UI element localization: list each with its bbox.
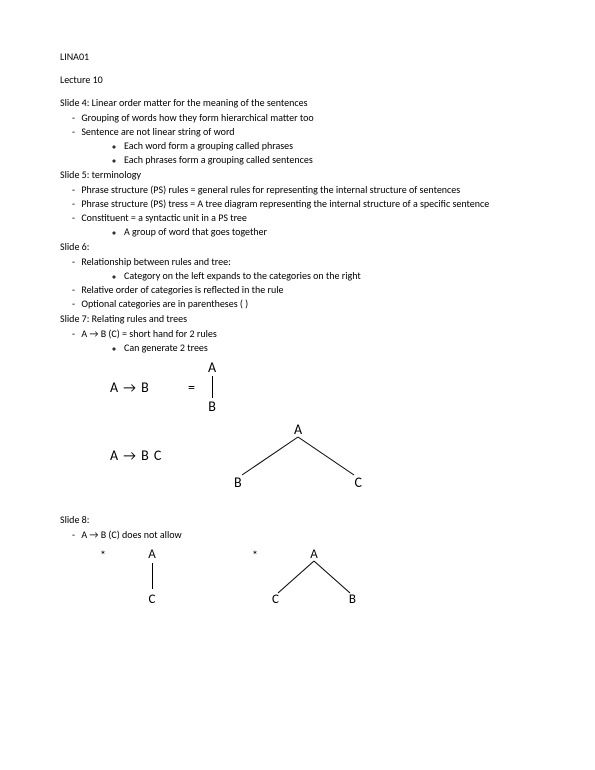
list-item: Phrase structure (PS) rules = general ru… [84,183,535,196]
tree-node-a: A [148,547,156,562]
tree-node-b: B [349,592,356,607]
slide5-sub: A group of word that goes together [84,225,535,238]
list-item: Each phrases form a grouping called sent… [124,153,535,166]
slide4-bullets: Grouping of words how they form hierarch… [60,111,535,166]
lecture-number: Lecture 10 [60,73,535,86]
equals: = [188,379,208,396]
tree-node-b: B [208,398,216,415]
tree-ab: A B [208,360,216,415]
tree-node-c: C [149,592,156,607]
course-code: LINA01 [60,50,535,63]
slide7-diagram: A → B = A B A → B C A B C [60,360,535,491]
list-item: Can generate 2 trees [124,341,535,354]
tree-node-c: C [272,592,279,607]
slide6-bullets: Relationship between rules and tree: Cat… [60,255,535,310]
list-item: A group of word that goes together [124,225,535,238]
list-item-text: Constituent = a syntactic unit in a PS t… [81,211,247,224]
list-item: Phrase structure (PS) tress = A tree dia… [84,197,535,210]
slide6-title: Slide 6: [60,240,535,253]
slide6-sub: Category on the left expands to the cate… [84,269,535,282]
tree-node-b: B [234,474,242,491]
list-item: Relationship between rules and tree: Cat… [84,255,535,282]
star-icon: * [252,549,258,563]
list-item-text: Sentence are not linear string of word [81,125,234,138]
rule2-row: A → B C A B C [110,421,535,491]
tree-acb: A C B [264,547,364,607]
tree-node-c: C [355,474,362,491]
bad-tree-2: * A C B [252,547,364,607]
tree-edges [228,421,368,491]
list-item-text: A → B (C) = short hand for 2 rules [81,327,216,340]
list-item: Grouping of words how they form hierarch… [84,111,535,124]
slide8-bullets: A → B (C) does not allow [60,528,535,541]
list-item: Category on the left expands to the cate… [124,269,535,282]
rule2-text: A → B C [110,447,188,464]
star-icon: * [100,549,106,563]
page: LINA01 Lecture 10 Slide 4: Linear order … [0,0,595,627]
slide7-title: Slide 7: Relating rules and trees [60,312,535,325]
slide7-bullets: A → B (C) = short hand for 2 rules Can g… [60,327,535,354]
bad-tree-1: * A C [100,547,192,607]
slide5-bullets: Phrase structure (PS) rules = general ru… [60,183,535,238]
list-item: Relative order of categories is reflecte… [84,283,535,296]
slide8-title: Slide 8: [60,513,535,526]
slide4-sub: Each word form a grouping called phrases… [84,139,535,166]
tree-edge [152,563,153,589]
list-item: Optional categories are in parentheses (… [84,297,535,310]
tree-ac: A C [112,547,192,607]
tree-node-a: A [208,359,216,376]
slide5-title: Slide 5: terminology [60,168,535,181]
rule1-row: A → B = A B [110,360,535,415]
tree-edge [212,376,213,398]
list-item-text: Relationship between rules and tree: [81,255,230,268]
list-item: Each word form a grouping called phrases [124,139,535,152]
rule1-text: A → B [110,379,188,396]
slide8-diagram: * A C * A C B [60,547,535,607]
list-item: A → B (C) does not allow [84,528,535,541]
tree-abc: A B C [228,421,368,491]
list-item: A → B (C) = short hand for 2 rules Can g… [84,327,535,354]
list-item: Constituent = a syntactic unit in a PS t… [84,211,535,238]
slide7-sub: Can generate 2 trees [84,341,535,354]
list-item: Sentence are not linear string of word E… [84,125,535,166]
slide4-title: Slide 4: Linear order matter for the mea… [60,96,535,109]
